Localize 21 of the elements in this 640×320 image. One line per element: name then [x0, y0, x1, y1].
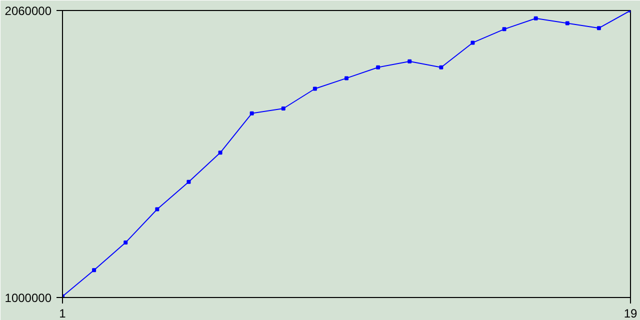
point — [502, 27, 506, 32]
point — [408, 59, 412, 64]
point — [596, 26, 601, 30]
x-tick-label: 1 — [59, 306, 66, 320]
point — [470, 40, 475, 45]
point — [376, 65, 380, 70]
y-tick-label: 2060000 — [4, 4, 52, 18]
point — [312, 86, 317, 91]
point — [439, 65, 444, 70]
point — [534, 16, 538, 20]
point — [155, 207, 160, 212]
point — [565, 21, 570, 26]
point — [218, 150, 222, 155]
y-tick-label: 1000000 — [4, 291, 52, 305]
point — [250, 111, 254, 116]
point — [186, 180, 191, 184]
point — [281, 106, 286, 111]
point — [92, 268, 96, 272]
x-tick-label: 19 — [624, 306, 638, 320]
point — [344, 76, 348, 80]
point — [124, 240, 128, 245]
